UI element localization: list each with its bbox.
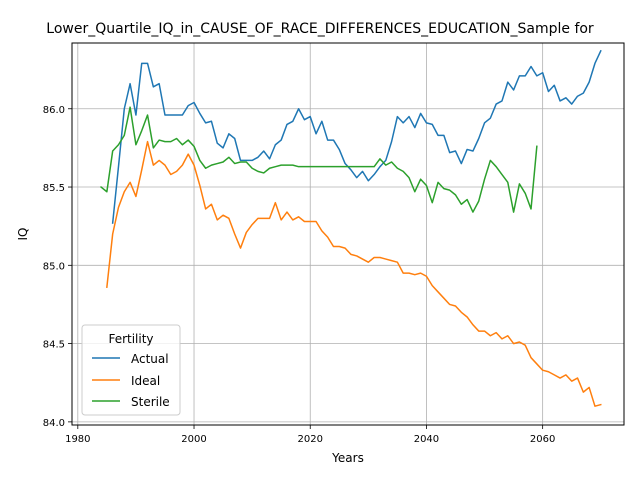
y-tick-label: 86.0 [43,105,65,116]
x-tick-label: 2040 [414,434,439,445]
legend: Fertility Actual Ideal Sterile [81,324,181,416]
y-tick-label: 85.5 [43,183,65,194]
y-tick-label: 85.0 [43,261,65,272]
x-axis-label: Years [331,451,364,465]
x-axis-ticks: 1980 2000 2020 2040 2060 [65,425,555,445]
y-tick-label: 84.0 [43,418,65,429]
x-tick-label: 2020 [298,434,323,445]
legend-entry-sterile: Sterile [92,395,170,409]
y-axis-ticks: 84.0 84.5 85.0 85.5 86.0 [43,105,72,429]
series-lines [99,49,602,407]
legend-entry-actual: Actual [92,352,169,366]
series-line-ideal [106,140,602,407]
y-tick-label: 84.5 [43,340,65,351]
chart-title: Lower_Quartile_IQ_in_CAUSE_OF_RACE_DIFFE… [46,21,594,37]
series-line-actual [111,49,602,224]
legend-box [81,324,181,416]
legend-entry-ideal: Ideal [92,374,160,388]
legend-label-sterile: Sterile [131,395,170,409]
x-tick-label: 2060 [530,434,555,445]
y-axis-label: IQ [16,228,30,241]
legend-label-actual: Actual [131,352,169,366]
x-tick-label: 2000 [181,434,206,445]
x-tick-label: 1980 [65,434,90,445]
series-line-sterile [99,106,538,213]
legend-title: Fertility [108,332,153,346]
legend-label-ideal: Ideal [131,374,160,388]
plot-frame [71,42,625,426]
